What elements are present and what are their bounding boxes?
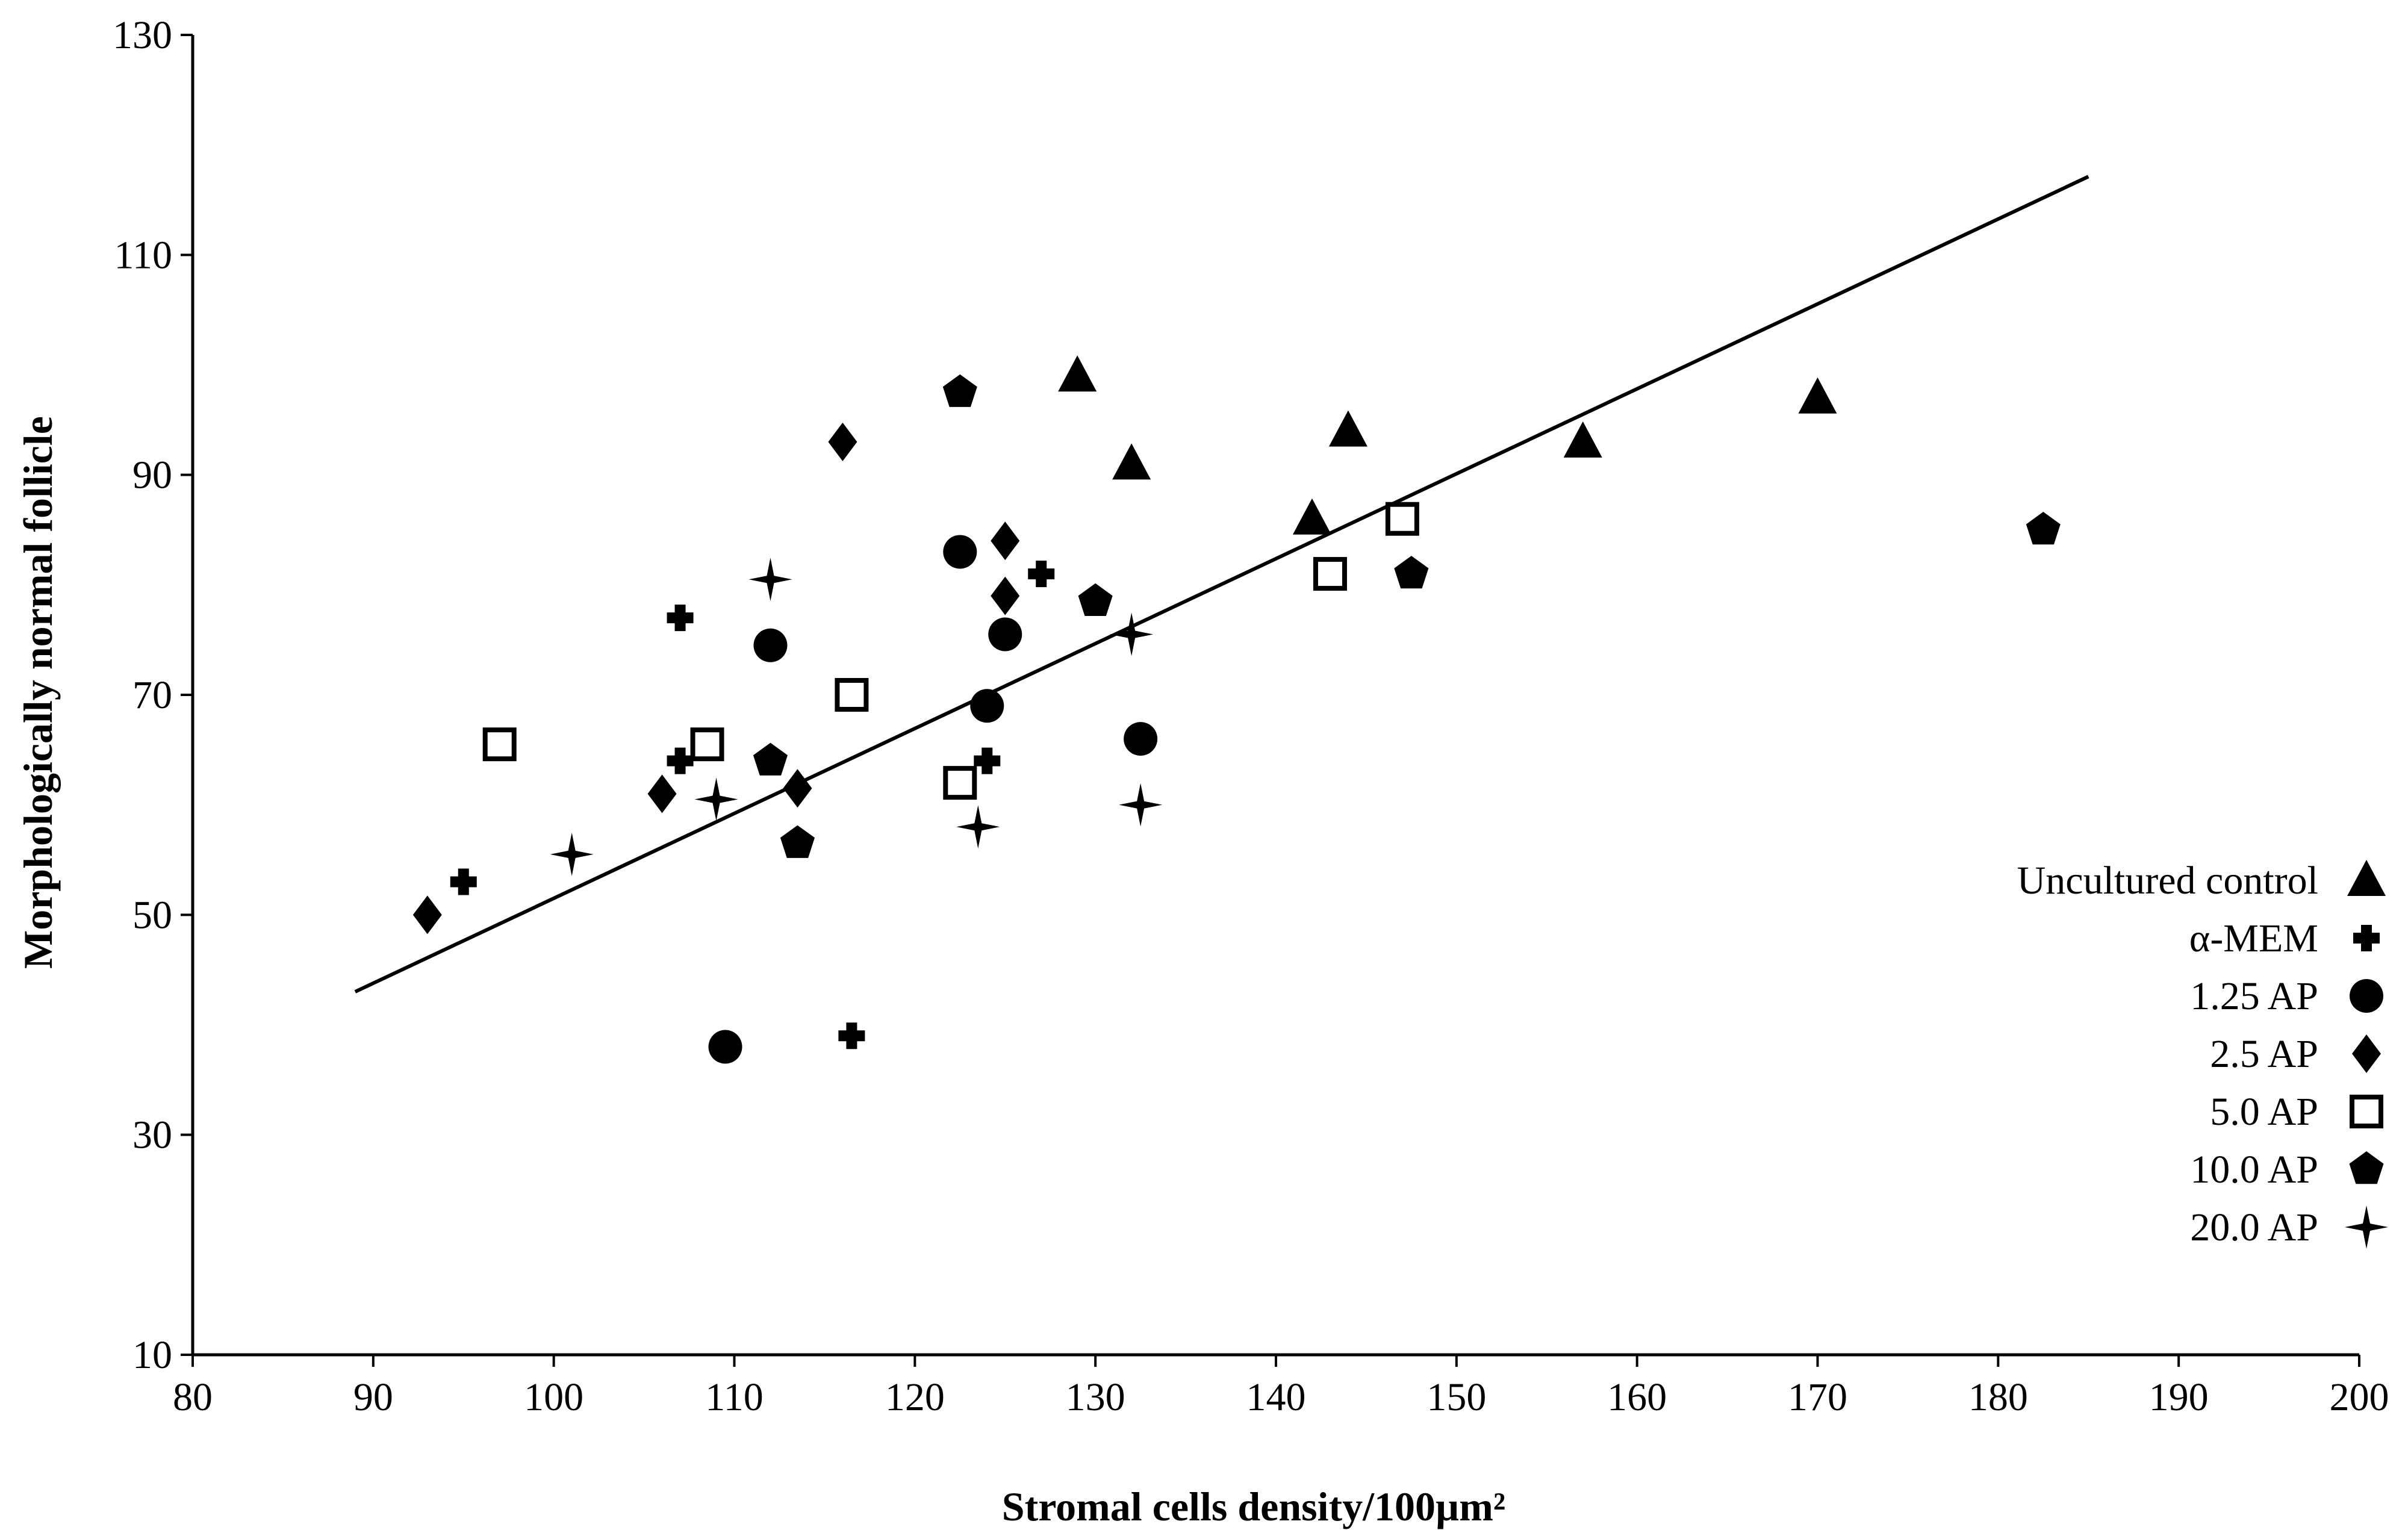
point-uncultured-control bbox=[1292, 498, 1331, 535]
x-tick-label: 90 bbox=[353, 1375, 393, 1419]
point-1-25-ap bbox=[1124, 722, 1158, 756]
legend: Uncultured control α-MEM 1.25 AP 2.5 AP 5.0 … bbox=[2017, 859, 2388, 1249]
data-points bbox=[412, 355, 2061, 1064]
point-uncultured-control bbox=[1058, 355, 1097, 392]
legend-marker bbox=[2353, 925, 2380, 951]
trendline-group bbox=[354, 175, 2089, 994]
legend-marker bbox=[2350, 1095, 2383, 1128]
point-mem bbox=[974, 747, 1001, 774]
point-5-0-ap bbox=[482, 727, 517, 762]
point-1-25-ap bbox=[988, 617, 1022, 651]
x-tick-label: 190 bbox=[2149, 1375, 2209, 1419]
point-2-5-ap bbox=[828, 422, 857, 461]
x-tick-label: 200 bbox=[2330, 1375, 2389, 1419]
point-5-0-ap bbox=[943, 766, 977, 800]
y-tick-label: 70 bbox=[132, 673, 172, 717]
point-uncultured-control bbox=[1328, 410, 1367, 447]
point-1-25-ap bbox=[753, 628, 788, 662]
point-uncultured-control bbox=[1798, 377, 1837, 414]
legend-marker bbox=[2350, 979, 2383, 1013]
point-10-0-ap bbox=[942, 374, 977, 407]
legend-label: 5.0 AP bbox=[2210, 1090, 2318, 1134]
point-1-25-ap bbox=[970, 689, 1004, 723]
point-mem bbox=[667, 605, 694, 632]
y-tick-label: 110 bbox=[114, 233, 172, 277]
legend-label: α-MEM bbox=[2189, 916, 2318, 960]
x-tick-label: 80 bbox=[173, 1375, 213, 1419]
point-20-0-ap bbox=[694, 777, 738, 821]
x-axis-title: Stromal cells density/100µm² bbox=[1002, 1484, 1506, 1529]
y-tick-label: 10 bbox=[132, 1333, 172, 1377]
legend-label: 2.5 AP bbox=[2210, 1032, 2318, 1076]
x-tick-label: 150 bbox=[1426, 1375, 1486, 1419]
x-tick-label: 130 bbox=[1066, 1375, 1125, 1419]
point-10-0-ap bbox=[753, 742, 788, 776]
y-tick-label: 130 bbox=[113, 13, 172, 57]
point-5-0-ap bbox=[1385, 502, 1419, 536]
y-tick-label: 50 bbox=[132, 893, 172, 937]
x-tick-label: 110 bbox=[705, 1375, 764, 1419]
legend-label: Uncultured control bbox=[2017, 859, 2318, 903]
point-20-0-ap bbox=[748, 558, 792, 602]
y-axis-title: Morphologically normal follicle bbox=[15, 416, 61, 969]
point-uncultured-control bbox=[1563, 421, 1602, 458]
point-5-0-ap bbox=[835, 678, 869, 712]
legend-label: 20.0 AP bbox=[2190, 1205, 2318, 1249]
y-tick-label: 90 bbox=[132, 453, 172, 497]
point-mem bbox=[450, 868, 477, 895]
point-5-0-ap bbox=[1313, 557, 1347, 591]
axes: 80 90 100 110 120 130 140 150 160 170 180 190 200 10 3… bbox=[113, 13, 2389, 1419]
legend-marker bbox=[2347, 860, 2386, 896]
point-mem bbox=[1028, 561, 1055, 588]
legend-marker bbox=[2352, 1034, 2381, 1073]
legend-marker bbox=[2349, 1151, 2384, 1184]
point-2-5-ap bbox=[412, 895, 442, 934]
point-10-0-ap bbox=[2026, 512, 2061, 545]
point-10-0-ap bbox=[1394, 556, 1429, 589]
point-mem bbox=[838, 1022, 865, 1050]
point-2-5-ap bbox=[647, 774, 677, 813]
x-tick-label: 120 bbox=[885, 1375, 945, 1419]
point-20-0-ap bbox=[1119, 783, 1163, 827]
point-uncultured-control bbox=[1112, 443, 1151, 480]
point-2-5-ap bbox=[991, 521, 1020, 561]
x-tick-label: 180 bbox=[1968, 1375, 2028, 1419]
point-2-5-ap bbox=[783, 769, 812, 808]
point-20-0-ap bbox=[956, 805, 1000, 849]
point-2-5-ap bbox=[991, 576, 1020, 615]
legend-marker bbox=[2345, 1205, 2388, 1249]
point-10-0-ap bbox=[1078, 583, 1113, 616]
x-tick-label: 140 bbox=[1246, 1375, 1306, 1419]
trendline bbox=[354, 175, 2089, 994]
x-tick-label: 100 bbox=[524, 1375, 583, 1419]
x-tick-label: 170 bbox=[1788, 1375, 1847, 1419]
point-20-0-ap bbox=[1110, 612, 1154, 656]
point-10-0-ap bbox=[780, 825, 815, 858]
point-mem bbox=[667, 747, 694, 774]
legend-label: 10.0 AP bbox=[2190, 1148, 2318, 1192]
point-1-25-ap bbox=[943, 535, 977, 569]
y-tick-label: 30 bbox=[132, 1113, 172, 1157]
point-20-0-ap bbox=[550, 832, 594, 876]
legend-label: 1.25 AP bbox=[2190, 974, 2318, 1018]
point-5-0-ap bbox=[690, 727, 724, 762]
x-tick-label: 160 bbox=[1607, 1375, 1667, 1419]
point-1-25-ap bbox=[708, 1030, 742, 1064]
